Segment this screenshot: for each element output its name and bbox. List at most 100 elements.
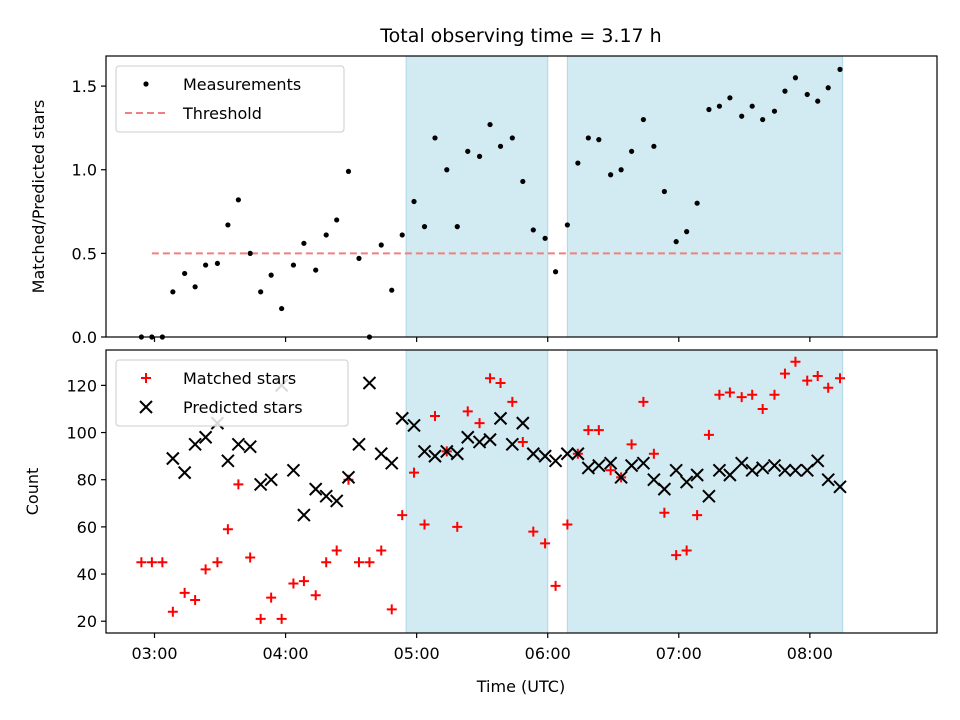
data-point: [626, 439, 637, 450]
data-point: [222, 524, 233, 535]
data-point: [279, 305, 285, 312]
y-tick-label: 20: [77, 612, 97, 631]
legend-marker: [139, 400, 153, 414]
data-point: [651, 143, 657, 149]
shaded-interval-1: [405, 349, 549, 634]
data-point: [505, 437, 520, 452]
data-point: [835, 373, 846, 384]
data-point: [166, 451, 180, 466]
data-point: [395, 411, 409, 426]
data-point: [760, 116, 766, 123]
series-measurements: [138, 66, 843, 340]
data-point: [560, 447, 575, 461]
chart-title: Total observing time = 3.17 h: [379, 25, 661, 47]
data-point: [301, 240, 307, 246]
data-point: [692, 510, 703, 521]
top-panel-ratio: 0.0 0.5 1.0 1.5 Matched/Predicted stars Measu…: [29, 55, 938, 347]
data-point: [788, 463, 803, 477]
data-point: [812, 370, 823, 381]
x-tick-label: 07:00: [656, 644, 702, 663]
y-axis-label: Matched/Predicted stars: [29, 100, 48, 294]
data-point: [179, 587, 190, 598]
y-tick-label: 0.5: [72, 244, 97, 263]
data-point: [779, 368, 790, 379]
data-point: [811, 454, 825, 468]
data-point: [562, 519, 573, 530]
data-point: [231, 437, 246, 452]
data-point: [313, 267, 319, 273]
data-point: [538, 449, 552, 463]
data-point: [747, 389, 758, 400]
data-point: [190, 594, 201, 605]
x-tick-label: 08:00: [787, 644, 833, 663]
data-point: [575, 160, 581, 166]
x-tick-label: 05:00: [394, 644, 440, 663]
legend: Matched stars Predicted stars: [115, 359, 349, 427]
data-point: [757, 403, 768, 414]
data-point: [243, 439, 257, 454]
data-point: [755, 461, 770, 475]
data-point: [323, 232, 329, 238]
data-point: [618, 167, 624, 173]
data-point: [673, 239, 679, 245]
data-point: [702, 489, 716, 503]
data-point: [657, 482, 672, 496]
data-point: [378, 242, 384, 248]
data-point: [684, 229, 690, 235]
data-point: [182, 270, 188, 277]
data-point: [608, 172, 614, 178]
data-point: [474, 418, 485, 429]
x-tick-label: 04:00: [263, 644, 309, 663]
data-point: [724, 387, 735, 398]
data-point: [823, 382, 834, 393]
data-point: [778, 463, 792, 477]
data-point: [419, 519, 430, 530]
data-point: [767, 458, 782, 473]
data-point: [723, 468, 737, 482]
legend-box: [115, 65, 345, 133]
data-point: [417, 444, 432, 459]
data-point: [487, 121, 493, 128]
data-point: [802, 375, 813, 386]
y-tick-label: 60: [77, 518, 97, 537]
data-point: [452, 521, 463, 532]
data-point: [804, 91, 810, 98]
data-point: [739, 113, 745, 119]
data-point: [136, 557, 147, 568]
data-point: [671, 550, 682, 561]
data-point: [170, 289, 176, 295]
y-tick-label: 100: [66, 424, 97, 443]
data-point: [407, 418, 421, 433]
data-point: [288, 578, 299, 589]
data-point: [624, 458, 639, 473]
data-point: [585, 135, 591, 141]
data-point: [550, 580, 561, 591]
data-point: [581, 461, 596, 475]
data-point: [564, 222, 570, 228]
data-point: [736, 392, 747, 403]
data-point: [706, 106, 712, 113]
data-point: [734, 456, 749, 470]
data-point: [177, 465, 192, 480]
data-point: [745, 463, 759, 477]
legend-label: Matched stars: [183, 369, 296, 388]
data-point: [310, 590, 321, 601]
data-point: [749, 103, 755, 109]
data-point: [146, 557, 157, 568]
legend-label: Threshold: [182, 104, 262, 123]
data-point: [200, 564, 211, 575]
data-point: [421, 224, 428, 230]
data-point: [203, 262, 209, 268]
data-point: [192, 284, 198, 290]
data-point: [465, 148, 471, 154]
data-point: [483, 432, 497, 447]
data-point: [540, 538, 551, 549]
legend-box: [115, 359, 349, 427]
data-point: [356, 255, 362, 261]
data-point: [837, 66, 843, 72]
data-point: [345, 168, 352, 175]
legend-label: Predicted stars: [183, 398, 303, 417]
data-point: [276, 613, 287, 624]
data-point: [712, 463, 727, 477]
data-point: [298, 576, 309, 587]
